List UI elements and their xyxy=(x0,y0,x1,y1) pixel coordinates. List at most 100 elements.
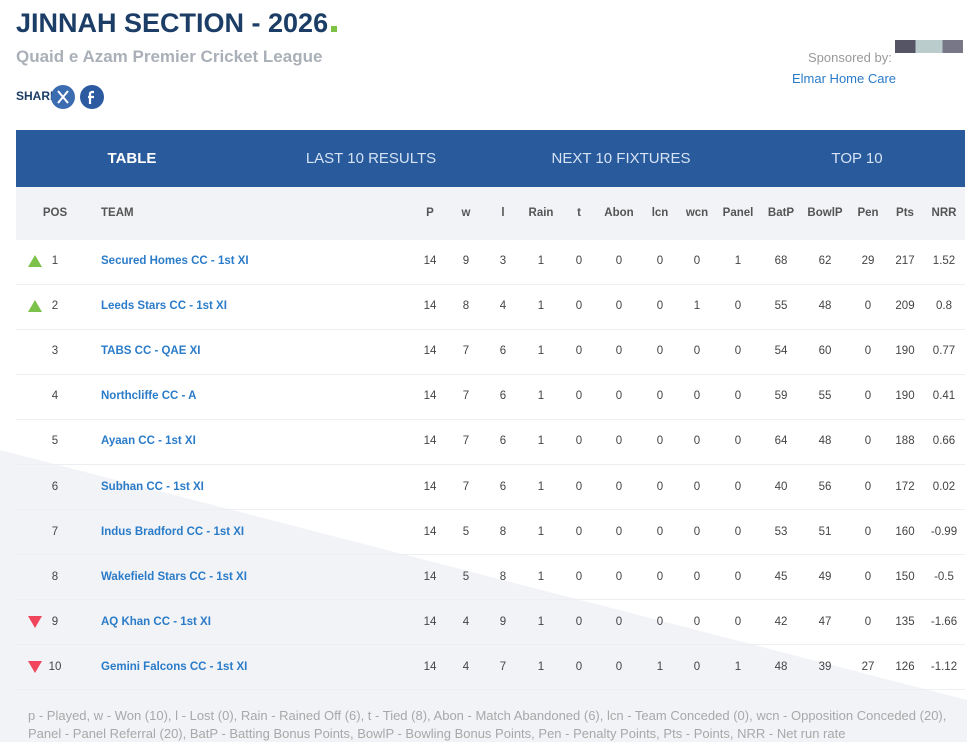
row-divider xyxy=(16,644,965,646)
table-cell: 4 xyxy=(462,660,470,673)
table-cell: 3 xyxy=(51,345,59,358)
table-cell: 160 xyxy=(895,525,915,538)
table-cell: 0 xyxy=(575,345,583,358)
table-cell: 6 xyxy=(51,480,59,493)
table-cell: 0 xyxy=(575,525,583,538)
table-cell: 0 xyxy=(734,300,742,313)
team-link[interactable]: Secured Homes CC - 1st XI xyxy=(101,255,249,267)
title-text: JINNAH SECTION - 2026 xyxy=(16,8,329,38)
sponsor-link[interactable]: Elmar Home Care xyxy=(792,71,897,86)
table-cell: 0 xyxy=(864,300,872,313)
title-dot xyxy=(331,26,338,32)
column-header: Abon xyxy=(604,207,634,219)
row-divider xyxy=(16,418,965,420)
table-cell: 0 xyxy=(656,525,664,538)
table-cell: 14 xyxy=(423,525,437,538)
column-header: P xyxy=(426,207,434,219)
table-cell: 5 xyxy=(462,570,470,583)
table-cell: 7 xyxy=(499,660,507,673)
movement-up xyxy=(28,300,42,313)
table-cell: 0 xyxy=(693,525,701,538)
column-header: lcn xyxy=(651,207,669,219)
table-cell: 7 xyxy=(462,345,470,358)
x-share-button[interactable] xyxy=(51,85,75,109)
table-cell: 0 xyxy=(615,615,623,628)
table-cell: 0.8 xyxy=(936,300,952,313)
team-link[interactable]: Gemini Falcons CC - 1st XI xyxy=(101,660,248,673)
table-cell: 1 xyxy=(537,435,545,448)
table-cell: 0 xyxy=(656,390,664,403)
table-cell: 14 xyxy=(423,435,437,448)
table-cell: 3 xyxy=(499,255,507,267)
tab[interactable]: NEXT 10 FIXTURES xyxy=(551,150,691,167)
table-cell: 0 xyxy=(864,525,872,538)
team-link[interactable]: TABS CC - QAE XI xyxy=(101,345,201,358)
table-cell: 68 xyxy=(774,255,788,267)
table-cell: 0 xyxy=(575,615,583,628)
table-cell: 4 xyxy=(51,390,59,403)
movement-down xyxy=(28,660,42,673)
row-divider xyxy=(16,463,965,465)
table-cell: 172 xyxy=(895,480,915,493)
team-link[interactable]: Subhan CC - 1st XI xyxy=(101,480,204,493)
tab[interactable]: TABLE xyxy=(107,150,157,167)
table-cell: 14 xyxy=(423,660,437,673)
table-cell: 0 xyxy=(615,255,623,267)
row-divider xyxy=(16,554,965,556)
table-cell: 4 xyxy=(462,615,470,628)
column-header: Pts xyxy=(896,207,914,219)
table-cell: 0.77 xyxy=(932,345,956,358)
team-link[interactable]: Wakefield Stars CC - 1st XI xyxy=(101,570,247,583)
table-cell: 60 xyxy=(818,345,832,358)
row-divider xyxy=(16,689,965,691)
team-link[interactable]: AQ Khan CC - 1st XI xyxy=(101,615,211,628)
team-link[interactable]: Ayaan CC - 1st XI xyxy=(101,435,196,448)
table-cell: 29 xyxy=(861,255,875,267)
table-cell: 8 xyxy=(499,525,507,538)
column-header: w xyxy=(461,207,471,219)
table-cell: 48 xyxy=(818,300,832,313)
column-header: Rain xyxy=(528,207,554,219)
table-cell: 0 xyxy=(864,615,872,628)
tab-bar: TABLE LAST 10 RESULTS NEXT 10 FIXTURES TOP … xyxy=(16,130,965,187)
table-cell: 42 xyxy=(774,615,788,628)
table-cell: 0 xyxy=(615,345,623,358)
table-cell: 0 xyxy=(864,435,872,448)
table-cell: 5 xyxy=(51,435,59,448)
table-cell: 0.66 xyxy=(932,435,956,448)
tab[interactable]: TOP 10 xyxy=(831,150,883,167)
team-link[interactable]: Northcliffe CC - A xyxy=(101,390,197,403)
table-cell: -0.5 xyxy=(934,570,954,583)
table-cell: 1 xyxy=(656,660,664,673)
team-link[interactable]: Indus Bradford CC - 1st XI xyxy=(101,525,245,538)
table-cell: 188 xyxy=(895,435,915,448)
table-cell: 0 xyxy=(615,435,623,448)
table-cell: 1 xyxy=(537,660,545,673)
table-cell: 1 xyxy=(537,615,545,628)
table-cell: 56 xyxy=(818,480,832,493)
table-cell: 0 xyxy=(693,435,701,448)
table-cell: 7 xyxy=(462,390,470,403)
table-cell: 7 xyxy=(462,435,470,448)
table-cell: 1 xyxy=(537,390,545,403)
table-cell: 14 xyxy=(423,345,437,358)
table-cell: 0 xyxy=(864,480,872,493)
facebook-share-button[interactable] xyxy=(80,85,104,109)
table-cell: -0.99 xyxy=(930,525,958,538)
tab[interactable]: LAST 10 RESULTS xyxy=(305,150,437,167)
column-header: BowlP xyxy=(807,207,843,219)
table-cell: 0 xyxy=(575,300,583,313)
table-cell: 0 xyxy=(656,435,664,448)
table-cell: 217 xyxy=(895,255,915,267)
table-cell: 51 xyxy=(818,525,832,538)
table-cell: 27 xyxy=(861,660,875,673)
table-cell: 14 xyxy=(423,255,437,267)
table-cell: 49 xyxy=(818,570,832,583)
table-cell: 55 xyxy=(818,390,832,403)
team-link[interactable]: Leeds Stars CC - 1st XI xyxy=(101,300,227,313)
table-cell: 126 xyxy=(895,660,915,673)
table-cell: 64 xyxy=(774,435,788,448)
table-cell: 0 xyxy=(615,390,623,403)
column-header: l xyxy=(501,207,505,219)
